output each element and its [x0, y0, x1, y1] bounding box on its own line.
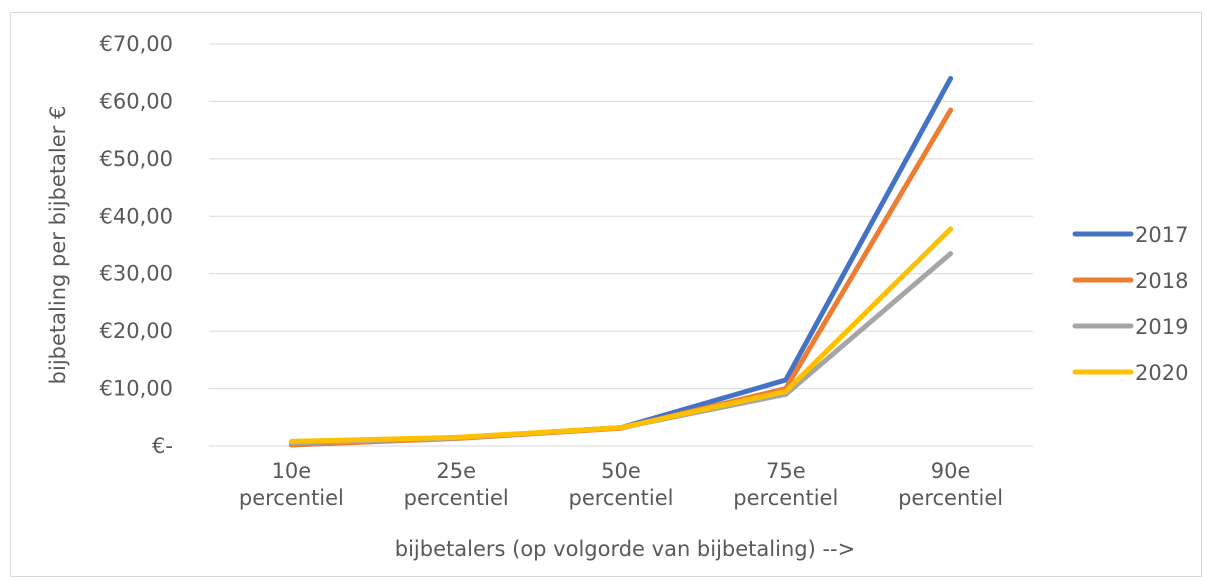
- legend-label-2017: 2017: [1135, 223, 1188, 247]
- y-tick-label: €-: [152, 434, 173, 458]
- x-tick-label: percentiel: [733, 486, 838, 510]
- x-axis-ticks: 10e percentiel 25e percentiel 50e percentiel 7…: [239, 459, 1003, 510]
- x-tick-label: percentiel: [239, 486, 344, 510]
- gridlines: [209, 43, 1033, 447]
- series-line-2018: [288, 107, 954, 448]
- legend-label-2019: 2019: [1135, 315, 1188, 339]
- x-tick-label: percentiel: [404, 486, 509, 510]
- y-axis-ticks: €- €10,00 €20,00 €30,00 €40,00 €50,00 €60,00 €7…: [100, 32, 173, 458]
- y-tick-label: €50,00: [100, 147, 173, 171]
- legend-label-2020: 2020: [1135, 361, 1188, 385]
- x-tick-label: 50e: [601, 459, 641, 483]
- legend-label-2018: 2018: [1135, 269, 1188, 293]
- y-tick-label: €10,00: [100, 377, 173, 401]
- x-tick-label: percentiel: [898, 486, 1003, 510]
- y-tick-label: €20,00: [100, 319, 173, 343]
- legend: 2017 2018 2019 2020: [1072, 223, 1188, 385]
- chart-container: €- €10,00 €20,00 €30,00 €40,00 €50,00 €60,00 €7…: [10, 12, 1202, 577]
- x-axis-title: bijbetalers (op volgorde van bijbetaling…: [395, 537, 855, 561]
- y-tick-label: €40,00: [100, 204, 173, 228]
- y-tick-label: €70,00: [100, 32, 173, 56]
- x-tick-label: 90e: [931, 459, 971, 483]
- y-tick-label: €60,00: [100, 89, 173, 113]
- x-tick-label: percentiel: [568, 486, 673, 510]
- series-line-2017: [288, 75, 954, 448]
- x-tick-label: 25e: [436, 459, 476, 483]
- x-tick-label: 10e: [272, 459, 312, 483]
- line-chart: €- €10,00 €20,00 €30,00 €40,00 €50,00 €60,00 €7…: [46, 32, 1188, 561]
- series-line-2020: [288, 226, 954, 444]
- y-axis-title: bijbetaling per bijbetaler €: [46, 106, 70, 385]
- x-tick-label: 75e: [766, 459, 806, 483]
- series-lines: [288, 75, 954, 448]
- y-tick-label: €30,00: [100, 262, 173, 286]
